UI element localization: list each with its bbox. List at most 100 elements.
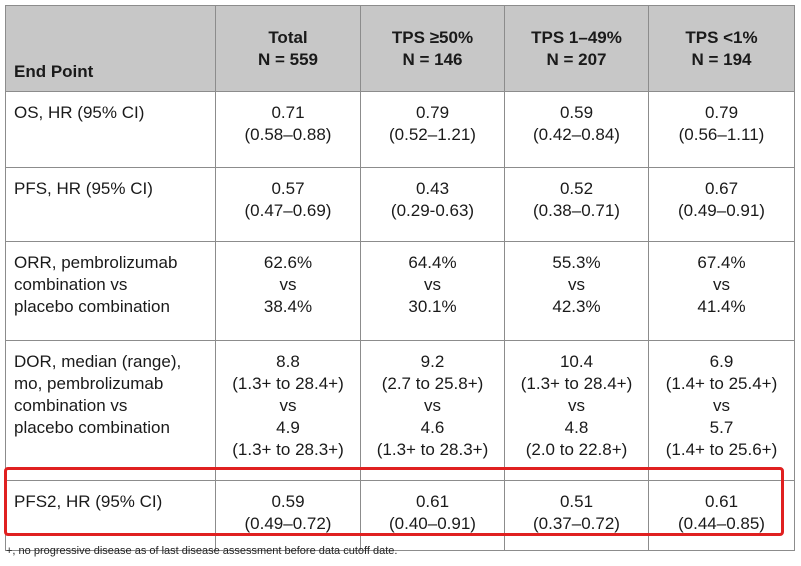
endpoint-line: PFS, HR (95% CI) <box>14 179 153 198</box>
value-line: (1.4+ to 25.6+) <box>665 440 778 459</box>
value-line: 6.9 <box>709 352 734 371</box>
value-cell: 0.79 (0.52–1.21) <box>360 91 505 168</box>
value-line: 0.71 <box>271 103 305 122</box>
value-cell: 0.59 (0.42–0.84) <box>504 91 649 168</box>
value-line: 55.3% <box>552 253 601 272</box>
endpoint-line: placebo combination <box>14 297 170 316</box>
value-line: 38.4% <box>263 297 313 316</box>
value-line: 0.61 <box>415 492 450 511</box>
value-line: 42.3% <box>552 297 601 316</box>
value-cell: 62.6% vs 38.4% <box>215 241 361 341</box>
endpoint-line: combination vs <box>14 396 128 415</box>
value-line: 62.6% <box>263 253 313 272</box>
value-line: 0.59 <box>559 103 594 122</box>
value-line: (0.49–0.72) <box>244 514 332 533</box>
value-line: 64.4% <box>408 253 457 272</box>
header-line: N = 207 <box>546 49 607 69</box>
value-cell: 0.61 (0.44–0.85) <box>648 480 795 551</box>
endpoint-results-table: End Point Total N = 559 TPS ≥50% N = 146… <box>5 5 795 551</box>
table-row-dor: DOR, median (range), mo, pembrolizumab com… <box>5 340 795 481</box>
endpoint-line: mo, pembrolizumab <box>14 374 164 393</box>
header-end-point: End Point <box>5 5 216 92</box>
value-line: 8.8 <box>276 352 300 371</box>
endpoint-line: DOR, median (range), <box>14 352 182 371</box>
value-line: 0.79 <box>704 103 739 122</box>
value-line: 41.4% <box>697 297 746 316</box>
value-cell: 0.52 (0.38–0.71) <box>504 167 649 242</box>
value-line: 10.4 <box>559 352 594 371</box>
header-line: N = 194 <box>691 49 752 69</box>
value-line: (0.58–0.88) <box>244 125 332 144</box>
header-line: TPS ≥50% <box>391 27 474 47</box>
header-line: End Point <box>14 62 94 81</box>
value-line: (0.42–0.84) <box>533 125 620 144</box>
table-row-os: OS, HR (95% CI) 0.71 (0.58–0.88) 0.79 (0.52–… <box>5 91 795 168</box>
value-line: (0.44–0.85) <box>678 514 765 533</box>
value-line: vs <box>713 275 730 294</box>
value-line: vs <box>279 275 297 294</box>
value-line: vs <box>568 396 585 415</box>
value-cell: 64.4% vs 30.1% <box>360 241 505 341</box>
value-line: 0.79 <box>415 103 450 122</box>
value-line: 0.59 <box>271 492 305 511</box>
header-total: Total N = 559 <box>215 5 361 92</box>
endpoint-line: combination vs <box>14 275 128 294</box>
value-cell: 9.2 (2.7 to 25.8+) vs 4.6 (1.3+ to 28.3+) <box>360 340 505 481</box>
value-line: 4.9 <box>276 418 300 437</box>
value-cell: 6.9 (1.4+ to 25.4+) vs 5.7 (1.4+ to 25.6+) <box>648 340 795 481</box>
value-line: (0.49–0.91) <box>678 201 765 220</box>
endpoint-line: ORR, pembrolizumab <box>14 253 178 272</box>
value-cell: 0.51 (0.37–0.72) <box>504 480 649 551</box>
value-line: (0.40–0.91) <box>389 514 476 533</box>
value-line: (0.52–1.21) <box>389 125 476 144</box>
endpoint-cell: ORR, pembrolizumab combination vs placebo … <box>5 241 216 341</box>
value-line: vs <box>568 275 585 294</box>
value-line: 0.57 <box>271 179 305 198</box>
header-line: TPS 1–49% <box>531 27 622 47</box>
value-cell: 0.71 (0.58–0.88) <box>215 91 361 168</box>
value-line: (1.3+ to 28.4+) <box>520 374 633 393</box>
endpoint-cell: DOR, median (range), mo, pembrolizumab com… <box>5 340 216 481</box>
endpoint-cell: OS, HR (95% CI) <box>5 91 216 168</box>
value-line: 30.1% <box>408 297 457 316</box>
value-cell: 8.8 (1.3+ to 28.4+) vs 4.9 (1.3+ to 28.3+) <box>215 340 361 481</box>
value-line: (0.38–0.71) <box>533 201 620 220</box>
table-header-row: End Point Total N = 559 TPS ≥50% N = 146… <box>5 5 795 92</box>
value-cell: 0.43 (0.29-0.63) <box>360 167 505 242</box>
value-line: (0.56–1.11) <box>678 125 765 144</box>
value-cell: 10.4 (1.3+ to 28.4+) vs 4.8 (2.0 to 22.8+) <box>504 340 649 481</box>
table-row-pfs2: PFS2, HR (95% CI) 0.59 (0.49–0.72) 0.61 (0.4… <box>5 480 795 551</box>
value-line: vs <box>424 396 441 415</box>
value-line: 0.61 <box>704 492 739 511</box>
value-line: vs <box>279 396 297 415</box>
value-line: (0.37–0.72) <box>533 514 620 533</box>
value-line: 9.2 <box>420 352 445 371</box>
header-tps-50-plus: TPS ≥50% N = 146 <box>360 5 505 92</box>
table-row-orr: ORR, pembrolizumab combination vs placebo … <box>5 241 795 341</box>
value-line: (0.47–0.69) <box>244 201 332 220</box>
value-cell: 55.3% vs 42.3% <box>504 241 649 341</box>
value-line: (1.4+ to 25.4+) <box>665 374 778 393</box>
value-cell: 67.4% vs 41.4% <box>648 241 795 341</box>
value-line: 67.4% <box>697 253 746 272</box>
value-line: 4.8 <box>564 418 589 437</box>
value-cell: 0.61 (0.40–0.91) <box>360 480 505 551</box>
footnote: +, no progressive disease as of last dis… <box>6 545 398 557</box>
value-cell: 0.67 (0.49–0.91) <box>648 167 795 242</box>
value-line: (1.3+ to 28.3+) <box>376 440 489 459</box>
value-line: vs <box>424 275 441 294</box>
value-line: (1.3+ to 28.3+) <box>232 440 344 459</box>
table-body: OS, HR (95% CI) 0.71 (0.58–0.88) 0.79 (0.52–… <box>5 91 795 551</box>
header-line: N = 146 <box>402 49 463 69</box>
value-line: 5.7 <box>709 418 734 437</box>
header-line: N = 559 <box>257 49 318 69</box>
value-cell: 0.57 (0.47–0.69) <box>215 167 361 242</box>
value-cell: 0.59 (0.49–0.72) <box>215 480 361 551</box>
value-line: 0.67 <box>704 179 739 198</box>
header-line: TPS <1% <box>685 27 758 47</box>
endpoint-line: placebo combination <box>14 418 170 437</box>
value-line: (2.7 to 25.8+) <box>381 374 484 393</box>
endpoint-line: OS, HR (95% CI) <box>14 103 145 122</box>
endpoint-cell: PFS, HR (95% CI) <box>5 167 216 242</box>
value-line: 0.52 <box>559 179 594 198</box>
